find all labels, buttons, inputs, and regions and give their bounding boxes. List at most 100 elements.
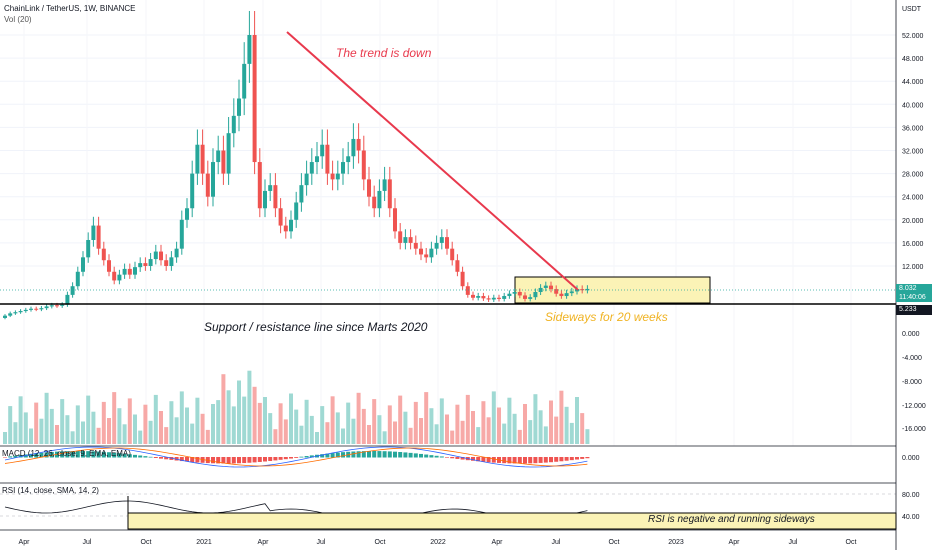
candle-body	[585, 288, 590, 291]
x-tick-label: Apr	[729, 539, 741, 546]
macd-histogram-bar	[491, 457, 496, 463]
price-axis-ticks: 52.000 48.000 44.000 40.000 36.000 32.000 28.0…	[902, 33, 926, 521]
candle-body	[559, 293, 564, 297]
x-tick-label: 2021	[196, 539, 212, 546]
macd-histogram-bar	[81, 451, 85, 458]
candle-body	[315, 156, 319, 163]
volume-bar	[107, 418, 111, 444]
macd-histogram-bar	[424, 454, 429, 458]
support-annotation: Support / resistance line since Marts 20…	[204, 320, 428, 334]
candle-body	[533, 291, 538, 298]
macd-histogram-bar	[273, 457, 278, 461]
macd-histogram-bar	[377, 451, 382, 458]
candle-body	[211, 162, 215, 197]
volume-bar	[247, 370, 252, 444]
volume-bar	[533, 394, 538, 444]
chart-title: ChainLink / TetherUS, 1W, BINANCE	[4, 4, 136, 13]
candle-body	[55, 305, 59, 307]
candle-body	[200, 144, 205, 174]
candle-body	[216, 150, 221, 163]
candle-body	[491, 297, 496, 300]
macd-histogram-bar	[330, 453, 335, 458]
macd-histogram-bar	[382, 451, 387, 458]
volume-bar	[559, 390, 564, 444]
macd-histogram-bar	[304, 456, 309, 458]
volume-bar	[148, 420, 153, 444]
candle-body	[179, 219, 184, 249]
candle-body	[44, 306, 49, 309]
macd-histogram-bar	[8, 456, 13, 458]
candle-body	[429, 248, 434, 258]
candle-body	[330, 173, 335, 180]
volume-bar	[283, 419, 288, 444]
candle-body	[460, 271, 465, 287]
volume-bar	[382, 431, 387, 444]
macd-histogram-bar	[13, 455, 18, 458]
macd-histogram-bar	[554, 457, 559, 462]
volume-bar	[377, 415, 382, 444]
macd-histogram-bar	[44, 452, 49, 458]
candle-body	[283, 225, 288, 232]
candle-body	[263, 190, 267, 209]
candle-body	[190, 173, 195, 209]
volume-bar	[351, 418, 356, 444]
candle-body	[107, 260, 111, 272]
candle-body	[122, 268, 127, 275]
candle-body	[138, 263, 143, 268]
volume-bar	[164, 427, 169, 444]
y-tick-label: 20.000	[902, 218, 924, 225]
macd-histogram-bar	[351, 451, 356, 458]
macd-histogram-bar	[341, 452, 345, 458]
macd-histogram-bar	[133, 454, 137, 458]
volume-bar	[356, 392, 361, 444]
volume-bar	[190, 423, 195, 444]
macd-histogram-bar	[29, 453, 33, 458]
candle-body	[377, 190, 382, 209]
volume-bar	[122, 424, 127, 444]
volume-bar	[252, 386, 257, 444]
macd-histogram-bar	[247, 457, 252, 463]
candle-body	[382, 179, 387, 191]
volume-bar	[81, 421, 85, 444]
volume-bar	[216, 400, 221, 444]
volume-bar	[335, 412, 340, 444]
volume-bar	[398, 395, 403, 444]
macd-histogram-bar	[335, 452, 340, 458]
macd-histogram-bar	[325, 453, 330, 458]
macd-histogram-bar	[309, 455, 314, 458]
candle-body	[221, 150, 226, 174]
macd-histogram-bar	[528, 457, 533, 464]
volume-bar	[476, 427, 481, 444]
volume-bar	[185, 407, 189, 444]
macd-histogram-bar	[164, 457, 169, 460]
volume-bar	[341, 428, 345, 444]
candle-body	[13, 312, 18, 314]
candle-body	[112, 271, 117, 281]
macd-histogram-bar	[107, 452, 111, 458]
volume-bar	[195, 397, 200, 444]
candle-body	[252, 35, 257, 163]
macd-histogram-bar	[517, 457, 522, 464]
macd-histogram-bar	[268, 457, 273, 461]
volume-bar	[450, 430, 455, 444]
macd-histogram-bar	[559, 457, 564, 462]
price-axis-unit: USDT	[902, 6, 922, 13]
y-tick-label: 12.000	[902, 264, 924, 271]
macd-histogram-bar	[460, 457, 465, 460]
support-price-tag: 5.233	[896, 305, 932, 315]
macd-histogram-bar	[34, 453, 39, 458]
volume-bar	[460, 420, 465, 444]
volume-bar	[528, 420, 533, 444]
volume-bar	[75, 405, 80, 444]
volume-bar	[429, 408, 434, 444]
macd-histogram-bar	[481, 457, 486, 462]
candle-body	[185, 208, 189, 220]
volume-bar	[34, 402, 39, 444]
volume-tick-label: -12.000	[902, 403, 926, 410]
signal-line	[4, 447, 588, 467]
candle-body	[325, 144, 330, 174]
candle-body	[465, 286, 470, 295]
volume-bar	[70, 431, 75, 444]
x-tick-label: Oct	[609, 539, 620, 546]
